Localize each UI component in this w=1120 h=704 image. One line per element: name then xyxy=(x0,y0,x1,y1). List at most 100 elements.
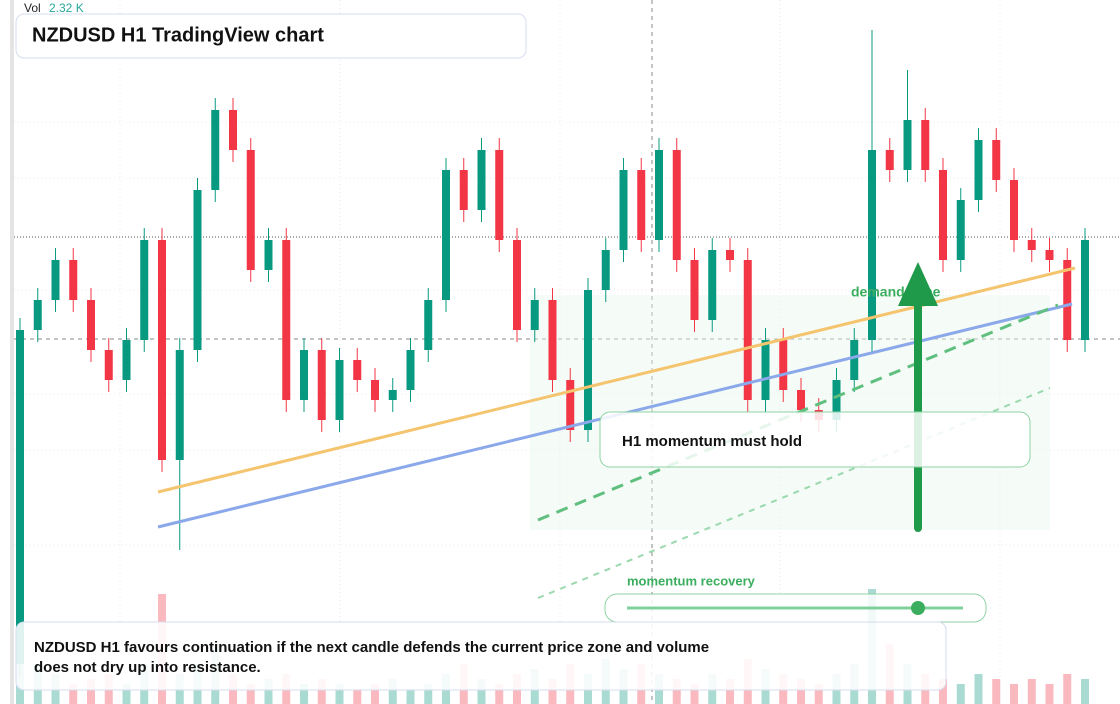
footer-box xyxy=(15,621,947,691)
volume-bar xyxy=(797,679,805,704)
candle-body xyxy=(51,260,60,300)
volume-bar xyxy=(1010,684,1018,704)
candle-body xyxy=(16,330,24,664)
candle-body xyxy=(424,300,433,350)
volume-bar xyxy=(335,684,344,704)
volume-bar xyxy=(87,679,95,704)
candle-body xyxy=(956,200,965,260)
footer-line: does not dry up into resistance. xyxy=(34,659,261,676)
candle-body xyxy=(87,300,95,350)
candle-body xyxy=(974,140,983,200)
candle-body xyxy=(690,260,699,320)
slider-label: momentum recovery xyxy=(627,573,756,588)
volume-bar xyxy=(300,684,308,704)
candle-body xyxy=(442,170,450,300)
candle-body xyxy=(158,240,166,460)
volume-bar xyxy=(1045,684,1054,704)
candle-body xyxy=(797,390,805,410)
candle-body xyxy=(708,250,717,320)
candle-body xyxy=(140,240,149,340)
candle-body xyxy=(584,290,592,430)
candle-body xyxy=(637,170,646,240)
volume-bar xyxy=(317,679,326,704)
volume-bar xyxy=(672,679,681,704)
candle-body xyxy=(406,350,415,390)
candle-body xyxy=(495,150,504,240)
volume-bar xyxy=(956,684,965,704)
callout-box xyxy=(599,411,1031,468)
candle-body xyxy=(104,350,113,380)
volume-bar xyxy=(548,679,557,704)
volume-bar xyxy=(353,689,362,704)
candle-body xyxy=(264,240,273,270)
candle-body xyxy=(193,190,202,350)
candle-body xyxy=(921,120,930,170)
candle-body xyxy=(548,300,557,380)
candle-body xyxy=(761,340,770,400)
volume-bar xyxy=(814,684,823,704)
volume-bar xyxy=(690,684,699,704)
candle-body xyxy=(885,150,894,170)
vol-label: Vol xyxy=(24,1,41,15)
volume-bar xyxy=(939,679,947,704)
candle-body xyxy=(211,110,220,190)
candle-body xyxy=(1081,240,1089,340)
footer-line: NZDUSD H1 favours continuation if the ne… xyxy=(34,639,709,656)
candle-body xyxy=(477,150,486,210)
candle-body xyxy=(353,360,362,380)
volume-bar xyxy=(726,679,734,704)
candle-body xyxy=(229,110,237,150)
candle-body xyxy=(850,340,859,380)
volume-bar xyxy=(69,684,78,704)
candle-body xyxy=(513,240,521,330)
candle-body xyxy=(743,260,752,400)
candle-body xyxy=(1027,240,1036,250)
candle-body xyxy=(779,340,788,390)
candle-body xyxy=(672,150,681,260)
candle-body xyxy=(300,350,308,400)
candle-body xyxy=(619,170,628,250)
volume-bar xyxy=(424,684,433,704)
candle-body xyxy=(459,170,468,210)
candle-body xyxy=(566,380,575,430)
candle-body xyxy=(33,300,42,330)
candle-body xyxy=(246,150,255,270)
volume-bar xyxy=(992,679,1001,704)
volume-bar xyxy=(1027,679,1036,704)
candle-body xyxy=(530,300,539,330)
candle-body xyxy=(1010,180,1018,240)
candle-body xyxy=(175,350,184,460)
candle-body xyxy=(317,350,326,420)
volume-bar xyxy=(371,684,379,704)
volume-bar xyxy=(974,674,983,704)
volume-bar xyxy=(477,679,486,704)
chart-title: NZDUSD H1 TradingView chart xyxy=(32,24,324,46)
candle-body xyxy=(726,250,734,260)
volume-bar xyxy=(406,689,415,704)
volume-bar xyxy=(495,684,504,704)
arrow-head xyxy=(898,262,938,306)
candle-body xyxy=(335,360,344,420)
candle-body xyxy=(832,380,841,420)
candle-body xyxy=(69,260,78,300)
volume-bar xyxy=(122,684,131,704)
callout-text: H1 momentum must hold xyxy=(622,433,802,450)
volume-bar xyxy=(246,684,255,704)
candle-body xyxy=(601,250,610,290)
candle-body xyxy=(388,390,397,400)
vol-value: 2.32 K xyxy=(49,1,84,15)
candle-body xyxy=(371,380,379,400)
candle-body xyxy=(282,240,291,400)
candle-body xyxy=(655,150,663,240)
candle-body xyxy=(992,140,1001,180)
candle-body xyxy=(122,340,131,380)
volume-bar xyxy=(1081,679,1089,704)
candle-body xyxy=(1063,260,1072,340)
title-box xyxy=(15,13,527,59)
volume-bar xyxy=(1063,674,1072,704)
candle-body xyxy=(903,120,912,170)
candle-body xyxy=(939,170,947,260)
volume-bar xyxy=(388,679,397,704)
candle-body xyxy=(1045,250,1054,260)
